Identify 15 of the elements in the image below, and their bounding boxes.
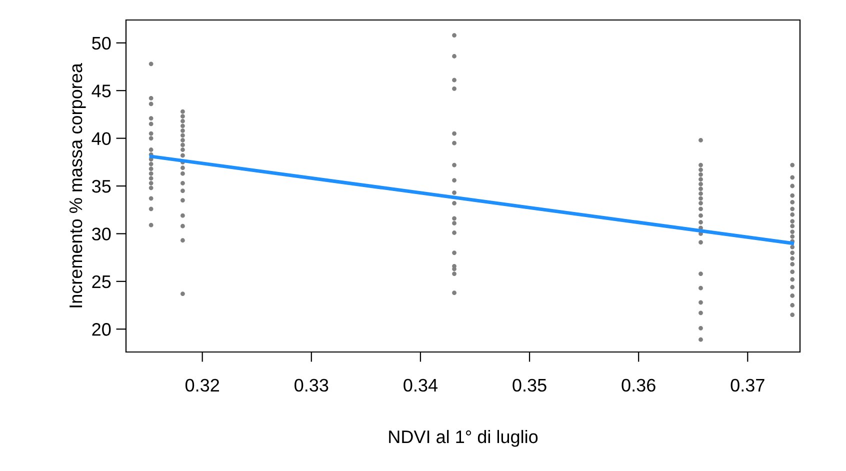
y-tick-label: 20 — [92, 323, 111, 336]
x-tick-label: 0.34 — [404, 378, 438, 392]
x-tick-label: 0.32 — [185, 378, 220, 392]
y-tick-label: 45 — [92, 84, 111, 98]
y-tick-label: 25 — [92, 275, 111, 288]
x-tick-label: 0.35 — [512, 378, 546, 392]
y-tick-label: 40 — [92, 132, 111, 146]
y-tick-label: 35 — [92, 180, 111, 193]
x-tick-label: 0.33 — [294, 378, 328, 392]
y-axis-title: Incremento % massa corporea — [70, 63, 86, 308]
y-tick-label: 30 — [92, 228, 111, 240]
y-tick-label: 50 — [92, 36, 111, 50]
x-axis-title: NDVI al 1° di luglio — [389, 430, 538, 447]
x-tick-label: 0.37 — [730, 378, 764, 392]
x-tick-label: 0.36 — [622, 378, 656, 392]
